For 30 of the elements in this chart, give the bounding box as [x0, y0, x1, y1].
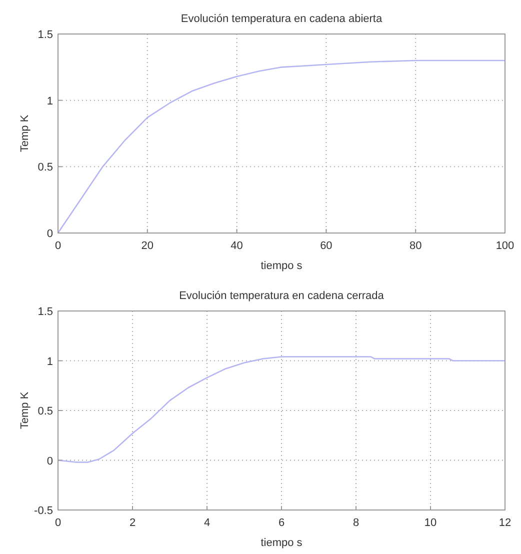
y-tick-label: 1.5: [38, 306, 53, 318]
y-tick-label: -0.5: [34, 505, 53, 517]
x-tick-label: 4: [204, 517, 210, 529]
x-tick-label: 8: [352, 517, 360, 529]
x-tick-label: 80: [409, 240, 422, 252]
y-tick-label: 1.5: [38, 29, 53, 41]
x-tick-label: 2: [129, 517, 136, 529]
x-tick-label: 12: [498, 517, 512, 529]
x-tick-label: 10: [424, 517, 437, 529]
y-axis-title: Temp K: [19, 114, 31, 152]
x-tick-label: 0: [54, 517, 62, 529]
x-axis-title: tiempo s: [260, 537, 303, 549]
x-tick-label: 0: [54, 240, 62, 252]
y-tick-label: 1: [46, 356, 53, 368]
chart-title: Evolución temperatura en cadena abierta: [180, 13, 383, 25]
x-tick-label: 100: [496, 240, 514, 252]
x-axis-title: tiempo s: [260, 260, 303, 272]
x-tick-label: 20: [141, 240, 154, 252]
x-tick-label: 60: [320, 240, 332, 252]
y-tick-label: 0.5: [38, 406, 53, 418]
line-series: [57, 356, 506, 463]
y-tick-label: 0: [46, 228, 53, 240]
line-series: [57, 60, 506, 234]
x-tick-label: 40: [230, 240, 243, 252]
y-axis-title: Temp K: [19, 391, 31, 430]
y-tick-label: 0: [46, 455, 53, 468]
x-tick-label: 6: [278, 517, 285, 529]
y-tick-label: 0.5: [38, 162, 53, 174]
y-tick-label: 1: [46, 95, 53, 108]
chart-title: Evolución temperatura en cadena cerrada: [179, 290, 385, 302]
